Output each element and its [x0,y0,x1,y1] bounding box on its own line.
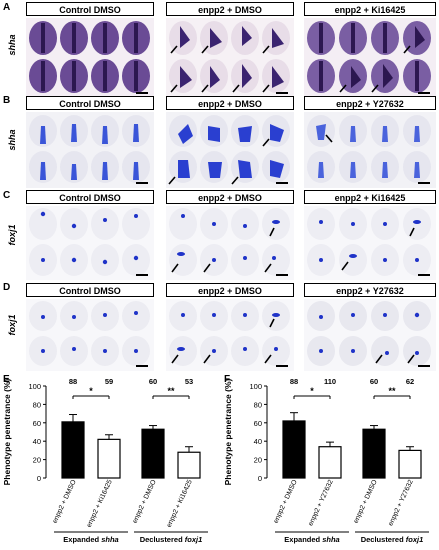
header-c-3: enpp2 + Ki16425 [304,190,436,204]
micrograph-a-enpp2-dmso [166,18,294,98]
bar [398,449,422,479]
bar [177,451,201,479]
header-b-3: enpp2 + Y27632 [304,96,436,110]
y-tick-label: 0 [258,474,262,483]
bar-chart-f: Phenotype penetrance (%) 0 20 40 60 80 100 88 en… [223,377,429,544]
category-label: enpp2 + Ki16425 [86,479,114,529]
group-label: Declustered foxj1 [361,535,424,544]
header-a-3: enpp2 + Ki16425 [304,2,436,16]
y-tick-label: 20 [33,456,41,465]
gene-label-b: shha [7,129,17,151]
gene-label-d: foxj1 [7,314,17,336]
y-tick-label: 80 [254,400,262,409]
category-label: enpp2 + DMSO [52,479,78,525]
gene-label-c: foxj1 [7,224,17,246]
category-label: enpp2 + DMSO [132,479,158,525]
bar [61,421,85,479]
y-tick-label: 60 [33,419,41,428]
n-label: 88 [69,377,77,386]
micrograph-c-control [26,206,154,280]
category-label: enpp2 + Ki16425 [166,479,194,529]
category-label: enpp2 + Y27632 [307,479,335,527]
header-c-1: Control DMSO [26,190,154,204]
panel-label-d: D [3,282,11,293]
embryos-a-control [29,21,150,94]
micrograph-c-enpp2-dmso [166,206,294,280]
y-axis-label: Phenotype penetrance (%) [223,378,233,485]
sig-marker: ** [388,386,396,396]
micrograph-a-control [26,18,154,98]
panel-label-a: A [3,2,11,13]
sig-marker: ** [167,386,175,396]
header-c-2: enpp2 + DMSO [166,190,294,204]
y-tick-label: 40 [33,437,41,446]
y-tick-label: 100 [28,382,41,391]
bar [141,428,165,479]
n-label: 60 [370,377,378,386]
panel-label-b: B [3,95,11,106]
header-d-3: enpp2 + Y27632 [304,283,436,297]
panel-label-e: E [3,374,10,385]
header-d-2: enpp2 + DMSO [166,283,294,297]
micrograph-b-control [26,112,154,188]
header-d-1: Control DMSO [26,283,154,297]
sig-marker: * [89,386,93,396]
n-label: 62 [406,377,414,386]
sig-marker: * [310,386,314,396]
group-label: Expanded shha [284,535,339,544]
header-a-1: Control DMSO [26,2,154,16]
bar-chart-e: Phenotype penetrance (%) 0 20 40 60 80 100 88 en… [2,377,208,544]
n-label: 60 [149,377,157,386]
micrograph-d-enpp2-y27632 [304,299,436,371]
group-label: Declustered foxj1 [140,535,203,544]
n-label: 88 [290,377,298,386]
header-a-2: enpp2 + DMSO [166,2,294,16]
header-b-2: enpp2 + DMSO [166,96,294,110]
category-label: enpp2 + DMSO [273,479,299,525]
y-tick-label: 60 [254,419,262,428]
group-label: Expanded shha [63,535,118,544]
n-label: 53 [185,377,193,386]
micrograph-d-control [26,299,154,371]
micrograph-a-enpp2-ki16425 [304,18,436,98]
micrograph-b-enpp2-y27632 [304,112,436,188]
bar [362,428,386,479]
n-label: 110 [324,377,336,386]
y-tick-label: 100 [249,382,262,391]
header-b-1: Control DMSO [26,96,154,110]
bar [97,438,121,479]
bar [282,420,306,479]
panel-label-c: C [3,190,11,201]
gene-label-a: shha [7,34,17,56]
arrows-a-enpp2-dmso [170,45,270,93]
micrograph-b-enpp2-dmso [166,112,294,188]
y-tick-label: 80 [33,400,41,409]
n-label: 59 [105,377,113,386]
y-tick-label: 40 [254,437,262,446]
y-tick-label: 0 [37,474,41,483]
category-label: enpp2 + Y27632 [387,479,415,527]
y-axis-label: Phenotype penetrance (%) [2,378,12,485]
micrograph-c-enpp2-ki16425 [304,206,436,280]
micrograph-d-enpp2-dmso [166,299,294,371]
bar [318,446,342,479]
category-label: enpp2 + DMSO [353,479,379,525]
y-tick-label: 20 [254,456,262,465]
panel-label-f: F [224,374,231,385]
